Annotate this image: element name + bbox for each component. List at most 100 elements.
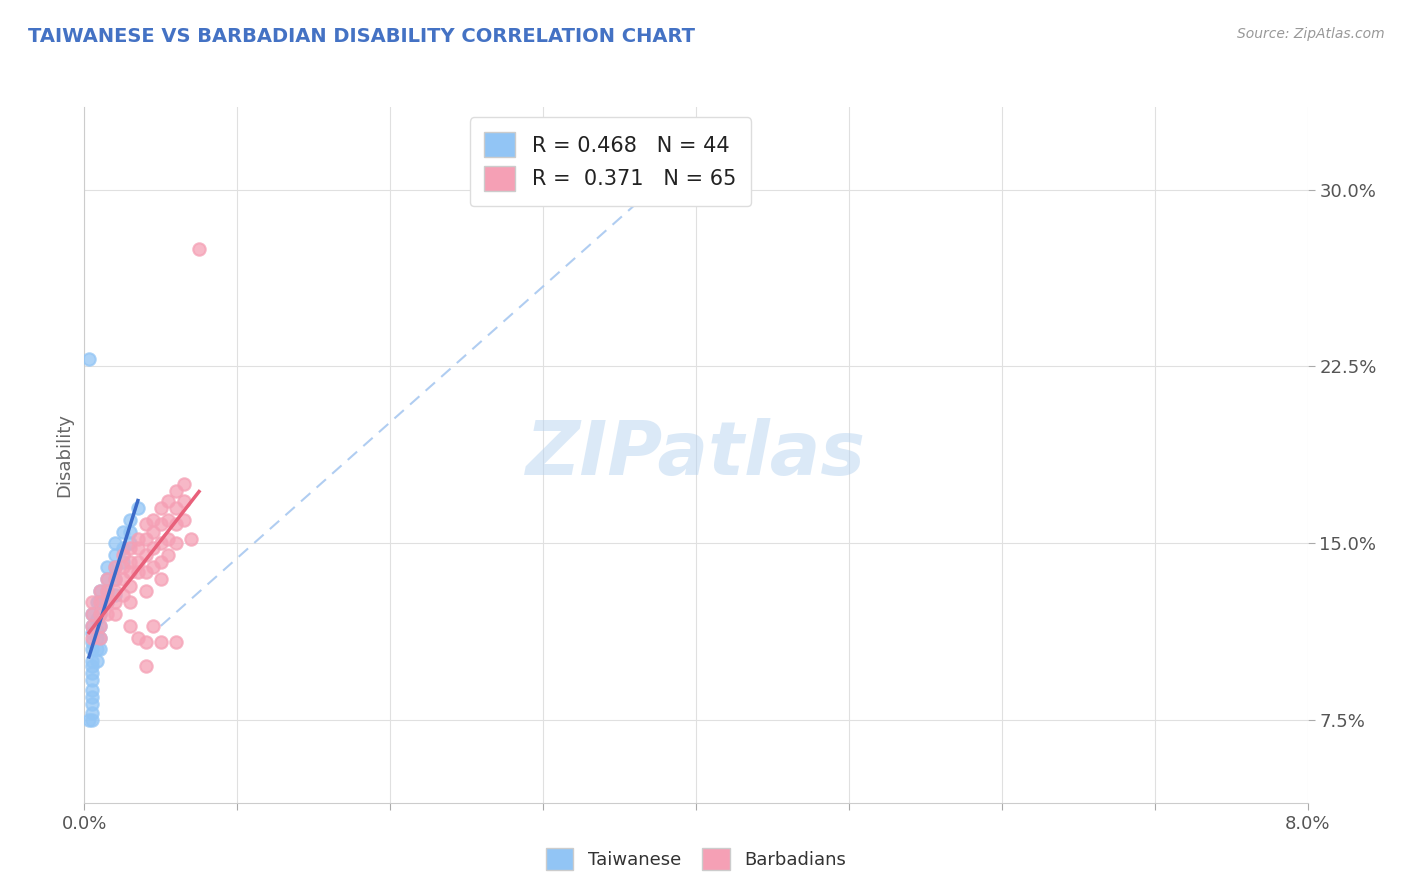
Point <box>149 517 172 532</box>
Point <box>80 619 103 633</box>
Point <box>77 352 100 367</box>
Point <box>80 666 103 681</box>
Point <box>149 536 172 550</box>
Point <box>80 607 103 621</box>
Point <box>96 607 118 621</box>
Point <box>142 560 165 574</box>
Point <box>86 612 108 626</box>
Point <box>80 595 103 609</box>
Point <box>104 560 127 574</box>
Point <box>120 541 142 555</box>
Point <box>104 572 127 586</box>
Point <box>135 565 157 579</box>
Point <box>96 583 118 598</box>
Point <box>165 484 187 499</box>
Y-axis label: Disability: Disability <box>55 413 73 497</box>
Text: Source: ZipAtlas.com: Source: ZipAtlas.com <box>1237 27 1385 41</box>
Point <box>89 583 111 598</box>
Point <box>173 494 195 508</box>
Point <box>86 624 108 638</box>
Point <box>111 541 134 555</box>
Point <box>96 595 118 609</box>
Point <box>80 631 103 645</box>
Point <box>111 524 134 539</box>
Point <box>104 595 127 609</box>
Point <box>127 555 149 569</box>
Point <box>86 654 108 668</box>
Point <box>111 588 134 602</box>
Point <box>80 673 103 688</box>
Point <box>80 697 103 711</box>
Point <box>96 595 118 609</box>
Point <box>80 626 103 640</box>
Point <box>89 607 111 621</box>
Point <box>127 565 149 579</box>
Text: ZIPatlas: ZIPatlas <box>526 418 866 491</box>
Point <box>142 619 165 633</box>
Point <box>96 560 118 574</box>
Point <box>89 619 111 633</box>
Point <box>142 524 165 539</box>
Point <box>149 635 172 649</box>
Point <box>80 619 103 633</box>
Point <box>120 595 142 609</box>
Point <box>120 565 142 579</box>
Point <box>104 548 127 562</box>
Point <box>127 631 149 645</box>
Point <box>80 642 103 657</box>
Point <box>89 607 111 621</box>
Point <box>149 500 172 515</box>
Point <box>111 560 134 574</box>
Point <box>135 659 157 673</box>
Point <box>111 555 134 569</box>
Point <box>80 690 103 704</box>
Point <box>135 517 157 532</box>
Point <box>135 548 157 562</box>
Point <box>173 477 195 491</box>
Point <box>80 635 103 649</box>
Point <box>127 500 149 515</box>
Point <box>86 631 108 645</box>
Point <box>157 513 180 527</box>
Point <box>165 635 187 649</box>
Point <box>111 548 134 562</box>
Point <box>80 607 103 621</box>
Point <box>80 654 103 668</box>
Point <box>120 536 142 550</box>
Point <box>157 532 180 546</box>
Point <box>157 548 180 562</box>
Point <box>120 579 142 593</box>
Point <box>188 242 211 256</box>
Point <box>120 513 142 527</box>
Point <box>80 713 103 727</box>
Point <box>104 583 127 598</box>
Text: TAIWANESE VS BARBADIAN DISABILITY CORRELATION CHART: TAIWANESE VS BARBADIAN DISABILITY CORREL… <box>28 27 695 45</box>
Point <box>111 572 134 586</box>
Point <box>157 494 180 508</box>
Point <box>104 572 127 586</box>
Point <box>104 588 127 602</box>
Point <box>86 642 108 657</box>
Point <box>80 706 103 721</box>
Point <box>165 536 187 550</box>
Point <box>96 572 118 586</box>
Point <box>142 513 165 527</box>
Point <box>80 659 103 673</box>
Point <box>149 572 172 586</box>
Point <box>165 500 187 515</box>
Point <box>80 682 103 697</box>
Point <box>127 541 149 555</box>
Point <box>89 595 111 609</box>
Point <box>135 635 157 649</box>
Point <box>165 517 187 532</box>
Point <box>104 607 127 621</box>
Point <box>104 560 127 574</box>
Point <box>96 583 118 598</box>
Point <box>173 513 195 527</box>
Point <box>135 583 157 598</box>
Point <box>89 642 111 657</box>
Legend: Taiwanese, Barbadians: Taiwanese, Barbadians <box>538 841 853 877</box>
Point <box>180 532 202 546</box>
Point <box>135 532 157 546</box>
Point <box>96 572 118 586</box>
